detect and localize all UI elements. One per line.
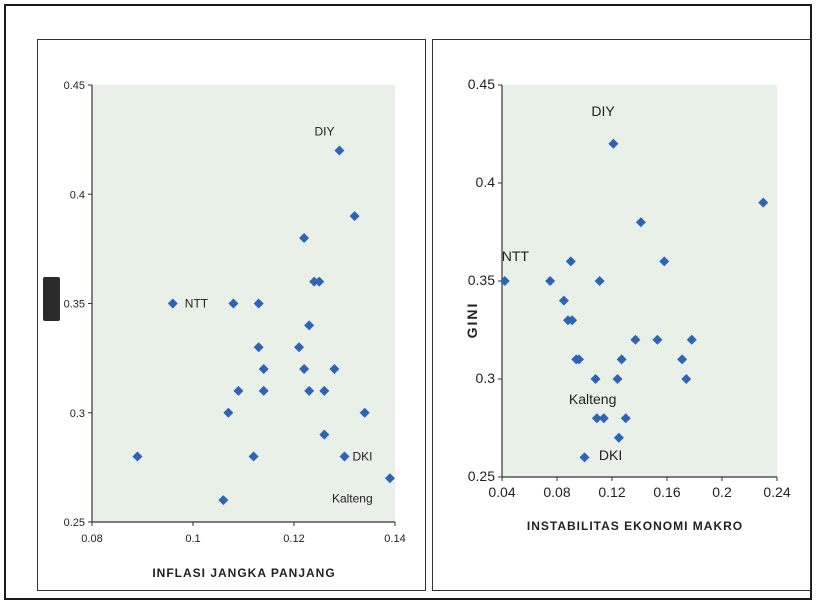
data-point [598,413,609,424]
data-point [253,298,264,309]
data-point [591,413,602,424]
right-scatter-chart: 0.25 0.3 0.35 0.4 0.45 0.04 0.08 0.12 0.16 0.2 0.2… [464,76,791,533]
y-tick-label: 0.25 [468,468,495,484]
x-tick-label: 0.24 [763,484,790,500]
point-label: NTT [185,297,209,311]
point-label: Kalteng [569,391,616,407]
plot-area [92,85,395,522]
point-label: DIY [314,125,334,139]
data-point [620,413,631,424]
data-point [590,374,601,384]
x-tick-label: 0.1 [185,533,200,545]
data-point [349,211,360,222]
point-label: DKI [353,449,373,463]
data-point [686,334,697,345]
data-point [228,298,239,309]
figure-frame: 0.25 0.3 0.35 0.4 0.45 0.08 0.1 0.12 0.14 INFLASI… [4,4,812,600]
data-point [499,276,510,286]
x-tick-label: 0.12 [598,484,625,500]
y-tick-label: 0.45 [64,80,85,92]
data-point [594,276,605,286]
data-point [299,364,310,375]
data-point [558,295,569,306]
data-point [359,407,370,418]
left-scatter-chart: 0.25 0.3 0.35 0.4 0.45 0.08 0.1 0.12 0.14 INFLASI… [64,80,406,580]
y-tick-label: 0.45 [468,76,495,92]
data-point [384,473,395,484]
left-chart-panel: 0.25 0.3 0.35 0.4 0.45 0.08 0.1 0.12 0.14 INFLASI… [37,39,426,591]
data-point [612,374,623,384]
x-tick-label: 0.08 [543,484,570,500]
data-point [565,256,576,267]
y-tick-label: 0.35 [64,299,85,311]
y-tick-label: 0.3 [70,408,85,420]
data-point [608,138,619,149]
data-point [677,354,688,365]
right-chart-panel: 0.25 0.3 0.35 0.4 0.45 0.04 0.08 0.12 0.16 0.2 0.2… [432,39,811,591]
data-point [681,374,692,384]
data-point [223,407,234,418]
point-label: DIY [591,103,615,119]
x-tick-label: 0.08 [81,533,102,545]
x-tick-label: 0.04 [488,484,515,500]
data-point [545,276,556,286]
data-point [258,364,269,375]
x-tick-label: 0.16 [653,484,680,500]
data-point [309,276,320,287]
data-point [319,429,330,440]
data-point [132,451,143,462]
data-point [253,342,264,353]
y-tick-label: 0.4 [70,189,85,201]
data-point [652,334,663,345]
data-point [758,197,769,208]
y-tick-label: 0.35 [468,272,495,288]
plot-area [502,85,777,477]
data-point [659,256,670,267]
y-tick-label: 0.4 [476,174,496,190]
y-tick-label: 0.25 [64,517,85,529]
data-point [319,385,330,396]
point-label: Kalteng [332,491,373,505]
data-point [339,451,350,462]
point-label: DKI [599,447,622,463]
data-point [616,354,627,365]
data-point [304,385,315,396]
data-point [314,276,325,287]
data-point [567,315,578,326]
x-axis-label: INFLASI JANGKA PANJANG [152,566,335,580]
data-point [613,432,624,443]
data-point [304,320,315,331]
data-point [233,385,244,396]
y-axis-label: GINI [464,302,480,339]
data-point [574,354,584,365]
x-axis-label: INSTABILITAS EKONOMI MAKRO [527,519,743,533]
data-point [248,451,259,462]
data-point [334,145,345,156]
y-tick-label: 0.3 [476,370,496,386]
data-point [258,385,269,396]
data-point [167,298,178,309]
x-tick-label: 0.12 [283,533,304,545]
x-tick-label: 0.2 [712,484,732,500]
data-point [294,342,305,353]
data-point [579,452,590,463]
data-point [635,217,646,228]
data-point [299,232,310,243]
data-point [630,334,641,345]
x-tick-label: 0.14 [384,533,405,545]
data-point [218,495,229,506]
side-marker [43,277,60,321]
point-label: NTT [502,248,530,264]
data-point [329,364,340,375]
